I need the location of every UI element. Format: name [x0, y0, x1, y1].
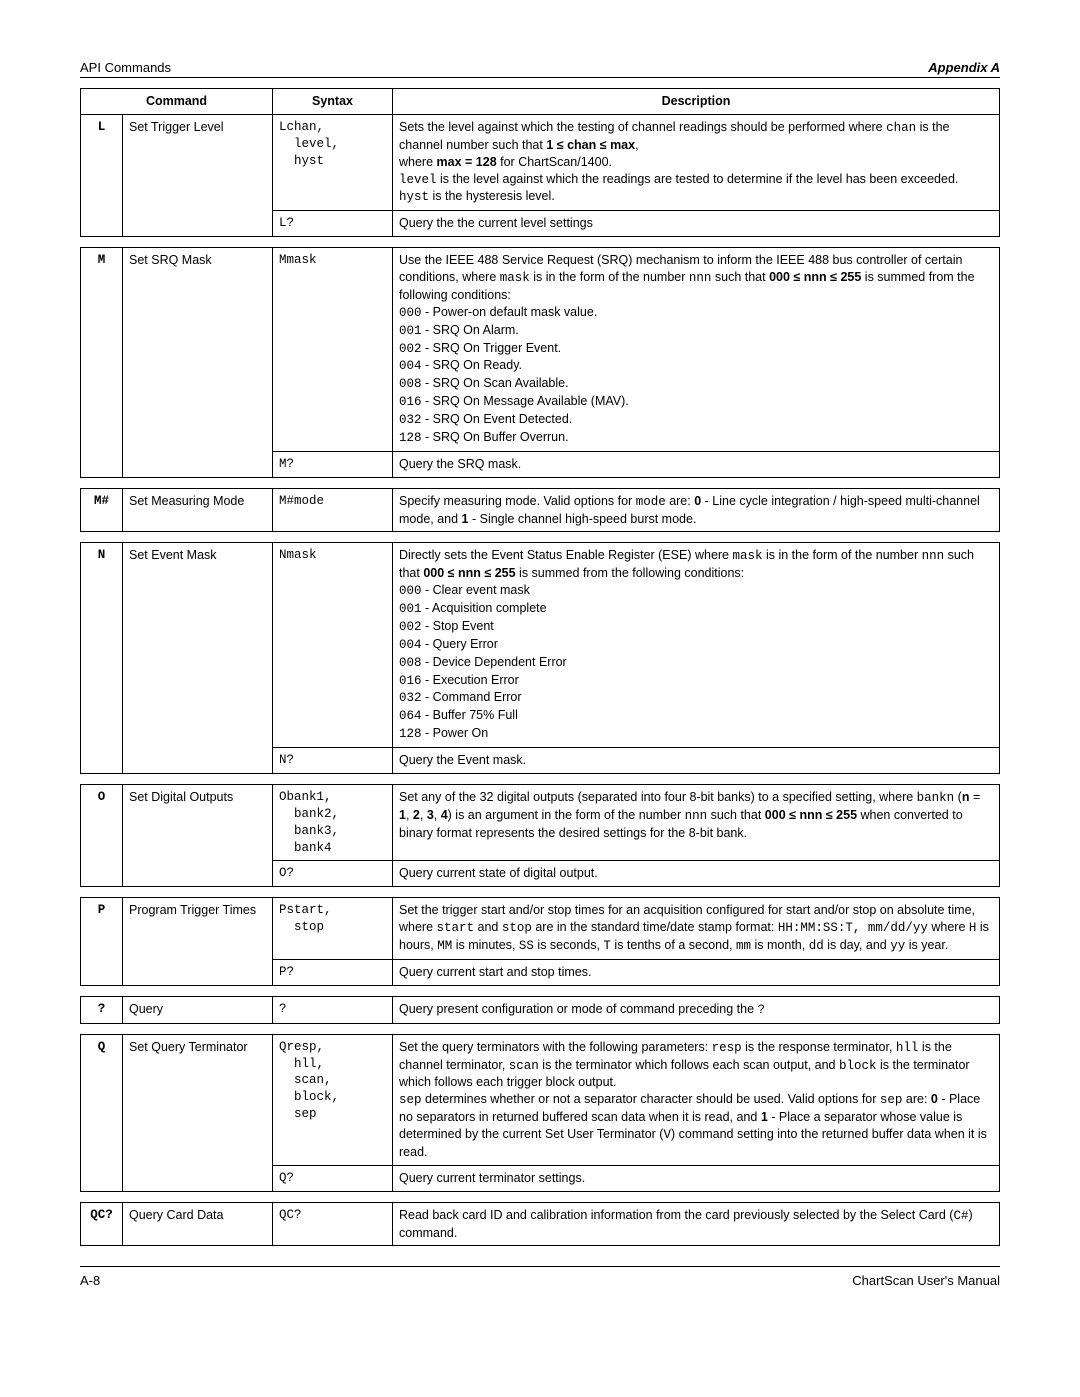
command-syntax: Pstart, stop: [273, 898, 393, 960]
footer-left: A-8: [80, 1273, 100, 1288]
command-name: Query: [123, 996, 273, 1023]
command-syntax: M#mode: [273, 488, 393, 532]
command-name: Program Trigger Times: [123, 898, 273, 986]
command-description: Directly sets the Event Status Enable Re…: [393, 543, 1000, 748]
command-table: M#Set Measuring ModeM#modeSpecify measur…: [80, 488, 1000, 533]
table-row: QSet Query TerminatorQresp, hll, scan, b…: [81, 1034, 1000, 1165]
command-description: Specify measuring mode. Valid options fo…: [393, 488, 1000, 532]
command-code: N: [81, 543, 123, 774]
command-code: ?: [81, 996, 123, 1023]
header-left: API Commands: [80, 60, 171, 75]
command-description: Set the query terminators with the follo…: [393, 1034, 1000, 1165]
command-description: Query current state of digital output.: [393, 861, 1000, 887]
command-table: NSet Event MaskNmaskDirectly sets the Ev…: [80, 542, 1000, 774]
command-table: ?Query?Query present configuration or mo…: [80, 996, 1000, 1024]
table-row: NSet Event MaskNmaskDirectly sets the Ev…: [81, 543, 1000, 748]
command-name: Set SRQ Mask: [123, 248, 273, 478]
command-syntax: Nmask: [273, 543, 393, 748]
command-syntax: Qresp, hll, scan, block, sep: [273, 1034, 393, 1165]
command-description: Use the IEEE 488 Service Request (SRQ) m…: [393, 248, 1000, 452]
command-syntax: M?: [273, 451, 393, 477]
table-row: M#Set Measuring ModeM#modeSpecify measur…: [81, 488, 1000, 532]
command-syntax: Mmask: [273, 248, 393, 452]
command-syntax: Obank1, bank2, bank3, bank4: [273, 784, 393, 861]
command-code: Q: [81, 1034, 123, 1191]
command-syntax: N?: [273, 748, 393, 774]
command-description: Query current start and stop times.: [393, 959, 1000, 985]
command-description: Query the the current level settings: [393, 211, 1000, 237]
page-footer: A-8 ChartScan User's Manual: [80, 1266, 1000, 1288]
command-syntax: Lchan, level, hyst: [273, 114, 393, 210]
command-description: Read back card ID and calibration inform…: [393, 1202, 1000, 1246]
command-name: Set Query Terminator: [123, 1034, 273, 1191]
command-description: Set any of the 32 digital outputs (separ…: [393, 784, 1000, 861]
command-syntax: P?: [273, 959, 393, 985]
command-description: Query present configuration or mode of c…: [393, 996, 1000, 1023]
command-description: Query the Event mask.: [393, 748, 1000, 774]
command-name: Set Measuring Mode: [123, 488, 273, 532]
command-table: OSet Digital OutputsObank1, bank2, bank3…: [80, 784, 1000, 887]
command-syntax: O?: [273, 861, 393, 887]
header-right: Appendix A: [928, 60, 1000, 75]
table-row: ?Query?Query present configuration or mo…: [81, 996, 1000, 1023]
command-code: QC?: [81, 1202, 123, 1246]
command-code: P: [81, 898, 123, 986]
command-table: QC?Query Card DataQC?Read back card ID a…: [80, 1202, 1000, 1247]
command-code: O: [81, 784, 123, 886]
footer-right: ChartScan User's Manual: [852, 1273, 1000, 1288]
command-syntax: QC?: [273, 1202, 393, 1246]
command-code: M#: [81, 488, 123, 532]
command-syntax: ?: [273, 996, 393, 1023]
table-row: OSet Digital OutputsObank1, bank2, bank3…: [81, 784, 1000, 861]
command-syntax: Q?: [273, 1165, 393, 1191]
command-description: Set the trigger start and/or stop times …: [393, 898, 1000, 960]
command-name: Set Trigger Level: [123, 114, 273, 236]
th-syntax: Syntax: [273, 89, 393, 115]
table-row: QC?Query Card DataQC?Read back card ID a…: [81, 1202, 1000, 1246]
command-description: Sets the level against which the testing…: [393, 114, 1000, 210]
command-table: CommandSyntaxDescriptionLSet Trigger Lev…: [80, 88, 1000, 237]
th-command: Command: [81, 89, 273, 115]
th-description: Description: [393, 89, 1000, 115]
command-name: Query Card Data: [123, 1202, 273, 1246]
table-row: MSet SRQ MaskMmaskUse the IEEE 488 Servi…: [81, 248, 1000, 452]
command-description: Query current terminator settings.: [393, 1165, 1000, 1191]
table-row: PProgram Trigger TimesPstart, stopSet th…: [81, 898, 1000, 960]
command-code: L: [81, 114, 123, 236]
command-description: Query the SRQ mask.: [393, 451, 1000, 477]
command-code: M: [81, 248, 123, 478]
page-header: API Commands Appendix A: [80, 60, 1000, 78]
command-table: MSet SRQ MaskMmaskUse the IEEE 488 Servi…: [80, 247, 1000, 478]
table-row: LSet Trigger LevelLchan, level, hystSets…: [81, 114, 1000, 210]
command-name: Set Event Mask: [123, 543, 273, 774]
command-table: PProgram Trigger TimesPstart, stopSet th…: [80, 897, 1000, 986]
command-syntax: L?: [273, 211, 393, 237]
command-name: Set Digital Outputs: [123, 784, 273, 886]
api-commands-tables: CommandSyntaxDescriptionLSet Trigger Lev…: [80, 88, 1000, 1246]
command-table: QSet Query TerminatorQresp, hll, scan, b…: [80, 1034, 1000, 1192]
